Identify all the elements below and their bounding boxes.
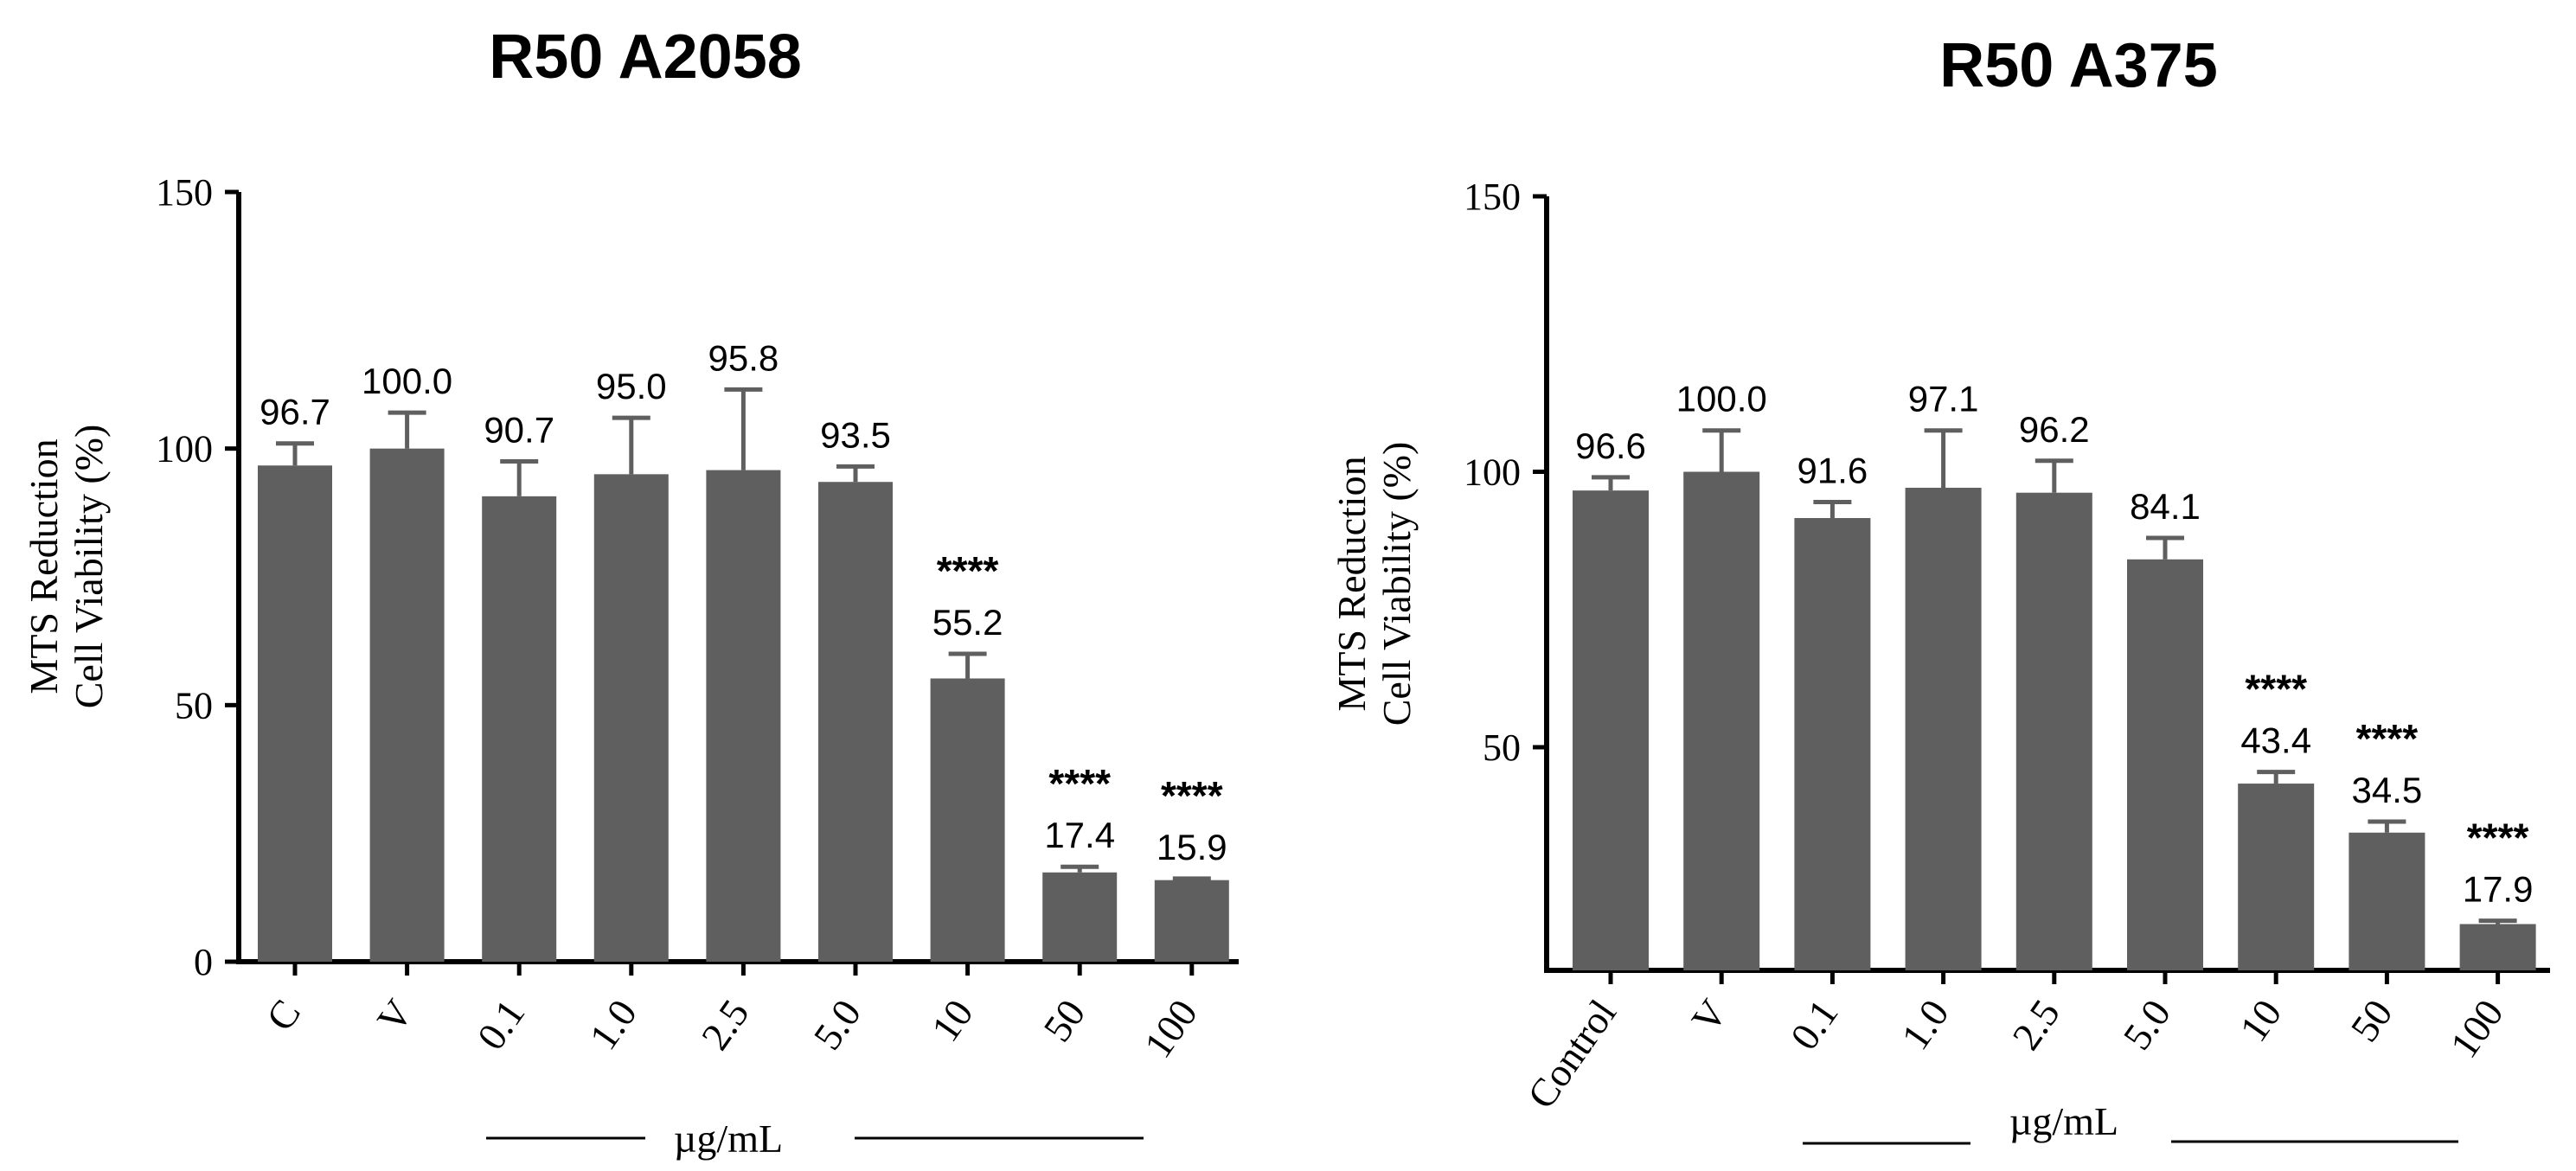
chart-a2058: R50 A2058 MTS Reduction Cell Viability (… [22, 22, 1239, 1161]
chart-a375-category-label: 1.0 [1893, 991, 1958, 1057]
chart-a2058-bar [818, 482, 893, 962]
chart-a2058-significance: **** [1048, 761, 1111, 806]
chart-a2058-value-label: 90.7 [484, 410, 554, 451]
chart-a375-value-label: 91.6 [1797, 451, 1868, 491]
chart-a2058-ytick-label: 0 [194, 941, 213, 983]
chart-a2058-ylabel-line2: Cell Viability (%) [67, 425, 111, 709]
chart-a375-category-label: 10 [2231, 991, 2290, 1049]
chart-a2058-bar [706, 470, 781, 962]
chart-a375-value-label: 97.1 [1908, 379, 1979, 419]
chart-a2058-value-label: 95.8 [708, 337, 779, 378]
chart-a2058-value-label: 95.0 [596, 366, 667, 406]
chart-a375-value-label: 96.6 [1575, 426, 1646, 466]
chart-a2058-category-label: V [368, 991, 421, 1040]
chart-a375-bar [2015, 492, 2092, 970]
chart-a375-title: R50 A375 [1939, 31, 2218, 100]
chart-a2058-bar [258, 465, 332, 962]
chart-a375-ytick-label: 150 [1464, 176, 1521, 218]
chart-a2058-bar [1042, 872, 1118, 962]
chart-a2058-bar [1154, 880, 1229, 962]
chart-a2058-value-label: 93.5 [820, 414, 891, 455]
chart-a375-value-label: 96.2 [2019, 409, 2090, 450]
chart-a375-bar [1905, 487, 1982, 970]
chart-a2058-bar [930, 678, 1005, 962]
chart-a2058-category-label: 0.1 [469, 991, 534, 1057]
chart-a375-bar [2127, 559, 2203, 970]
chart-a375-category-label: 2.5 [2003, 991, 2068, 1057]
chart-a375-ylabel-line2: Cell Viability (%) [1375, 442, 1419, 726]
chart-a2058-category-label: 50 [1035, 991, 1093, 1049]
chart-a2058-ytick-label: 150 [156, 171, 213, 214]
chart-a375-category-label: 0.1 [1782, 991, 1847, 1057]
chart-a2058-title: R50 A2058 [489, 22, 802, 92]
chart-a375-bar [2459, 924, 2536, 970]
chart-a2058-xlabel: µg/mL [674, 1117, 783, 1161]
chart-a2058-ytick-label: 50 [175, 684, 213, 726]
chart-a375-bar [2349, 832, 2425, 970]
chart-a2058-category-label: 1.0 [580, 991, 645, 1057]
chart-a375-category-label: Control [1519, 991, 1624, 1116]
chart-a375-ytick-label: 100 [1464, 451, 1521, 494]
chart-a2058-marks: 0 50 100 150 96.7 C 100.0 V 90.7 0.1 95.0 1.0 95.8 2.… [156, 171, 1229, 1065]
chart-a375-value-label: 17.9 [2463, 869, 2534, 910]
chart-a375-bar [2238, 784, 2315, 970]
chart-a2058-category-label: C [258, 991, 309, 1038]
chart-a2058-value-label: 55.2 [932, 602, 1003, 643]
chart-a375-category-label: 100 [2441, 991, 2511, 1065]
chart-a2058-significance: **** [1161, 773, 1223, 818]
chart-a375-significance: **** [2245, 667, 2307, 712]
chart-a375-bar [1794, 518, 1871, 970]
chart-a375-category-label: 50 [2342, 991, 2400, 1049]
chart-a2058-category-label: 2.5 [693, 991, 758, 1057]
chart-a375-significance: **** [2356, 716, 2419, 761]
chart-a2058-bar [482, 496, 557, 962]
chart-a2058-value-label: 100.0 [362, 361, 452, 401]
chart-a2058-ylabel-line1: MTS Reduction [22, 438, 66, 694]
chart-a2058-significance: **** [937, 548, 999, 593]
chart-a375-category-label: 5.0 [2114, 991, 2179, 1057]
chart-a375-bar [1683, 471, 1760, 970]
chart-a2058-category-label: 10 [923, 991, 982, 1049]
chart-a375-ytick-label: 50 [1483, 726, 1521, 769]
chart-a2058-category-label: 100 [1136, 991, 1206, 1065]
chart-a2058-value-label: 17.4 [1044, 815, 1115, 855]
chart-a375-xlabel: µg/mL [2009, 1099, 2118, 1143]
chart-a375-category-label: V [1683, 991, 1736, 1040]
chart-a375-significance: **** [2467, 816, 2529, 861]
chart-a375-value-label: 34.5 [2352, 770, 2423, 810]
chart-a2058-value-label: 96.7 [260, 392, 330, 432]
chart-a375-ylabel-line1: MTS Reduction [1330, 456, 1374, 711]
chart-a375-marks: 50 100 150 96.6 Control 100.0 V 91.6 0.1 97.1 1.0 9… [1464, 176, 2536, 1117]
chart-a2058-bar [369, 448, 445, 962]
chart-a2058-category-label: 5.0 [804, 991, 869, 1057]
chart-a375-value-label: 100.0 [1676, 379, 1767, 419]
chart-a375-bar [1573, 490, 1649, 970]
chart-a375-value-label: 84.1 [2130, 486, 2201, 527]
chart-a2058-ytick-label: 100 [156, 428, 213, 470]
chart-a2058-bar [593, 474, 669, 962]
chart-a375-value-label: 43.4 [2240, 720, 2311, 761]
chart-a2058-value-label: 15.9 [1157, 827, 1227, 867]
chart-a375: R50 A375 MTS Reduction Cell Viability (%… [1330, 31, 2550, 1145]
